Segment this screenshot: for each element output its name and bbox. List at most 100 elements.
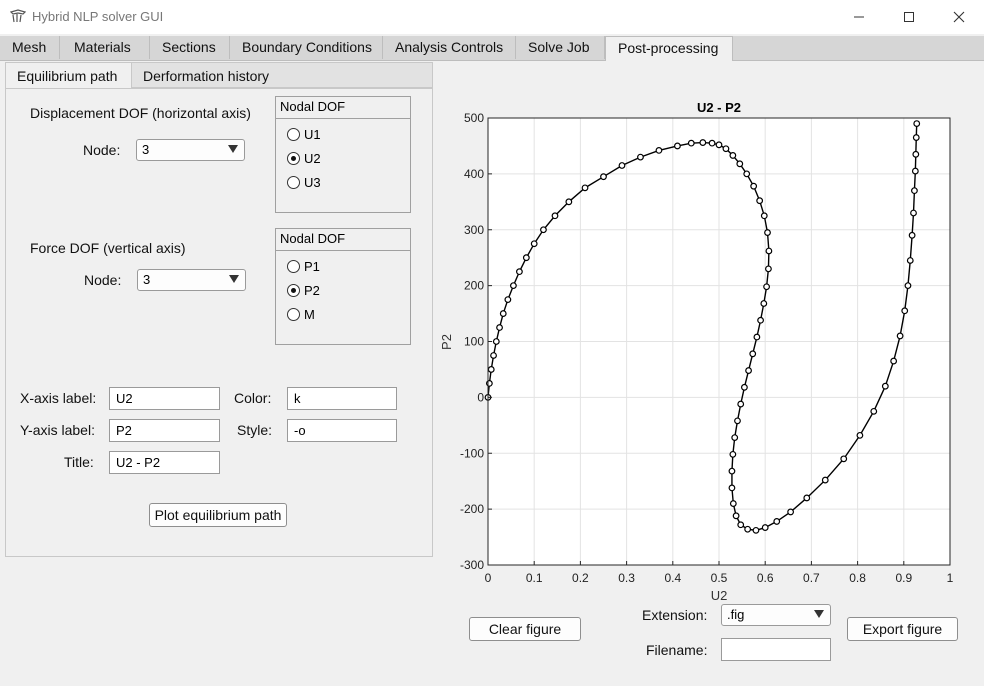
data-point — [728, 484, 736, 492]
data-point — [510, 282, 517, 290]
xaxis-input[interactable]: U2 — [109, 387, 220, 410]
y-tick-label: 100 — [464, 335, 484, 349]
style-input[interactable]: -o — [287, 419, 397, 442]
data-point — [765, 265, 772, 273]
tab-equilibrium-path[interactable]: Equilibrium path — [5, 62, 132, 89]
sub-tab-bar: Equilibrium path Derformation history — [5, 62, 433, 89]
radio-button[interactable] — [287, 283, 300, 297]
chevron-down-icon — [228, 145, 238, 153]
data-point — [737, 521, 745, 529]
y-tick-label: -300 — [460, 558, 484, 572]
data-point — [729, 450, 737, 458]
data-point — [715, 141, 723, 149]
y-tick-label: 200 — [464, 279, 484, 293]
close-button[interactable] — [936, 0, 982, 34]
radio-button[interactable] — [287, 307, 300, 321]
displacement-node-dropdown[interactable]: 3 — [136, 139, 245, 161]
y-tick-label: 0 — [477, 390, 484, 404]
data-point — [911, 187, 918, 195]
force-node-label: Node: — [84, 272, 122, 288]
data-point — [787, 508, 795, 516]
tab-post-processing[interactable]: Post-processing — [605, 36, 733, 61]
color-label: Color: — [234, 390, 272, 406]
data-point — [757, 316, 764, 324]
data-point — [901, 307, 909, 315]
x-tick-label: 0.2 — [572, 571, 589, 585]
data-point — [870, 407, 878, 415]
data-point — [504, 296, 512, 303]
maximize-button[interactable] — [886, 0, 932, 34]
data-point — [840, 455, 848, 463]
yaxis-input[interactable]: P2 — [109, 419, 220, 442]
data-point — [731, 434, 739, 442]
radio-label: U3 — [304, 174, 321, 190]
extension-dropdown[interactable]: .fig — [721, 604, 831, 626]
data-point — [687, 139, 695, 147]
data-point — [760, 300, 768, 307]
minimize-button[interactable] — [836, 0, 882, 34]
force-dof-group: Nodal DOF P1 P2 M — [275, 228, 411, 345]
data-point — [487, 366, 495, 373]
data-point — [744, 525, 752, 533]
data-point — [910, 209, 917, 217]
data-point — [490, 352, 497, 359]
tab-mesh[interactable]: Mesh — [0, 36, 60, 59]
data-point — [753, 333, 761, 341]
data-point — [912, 150, 920, 158]
radio-label: U2 — [304, 150, 321, 166]
radio-button[interactable] — [287, 175, 300, 189]
data-point — [551, 212, 559, 220]
data-point — [760, 212, 768, 220]
radio-button[interactable] — [287, 259, 300, 273]
export-figure-button[interactable]: Export figure — [847, 617, 958, 641]
maximize-icon — [904, 12, 914, 22]
data-point — [756, 197, 764, 205]
data-point — [737, 400, 745, 408]
main-tab-bar: Mesh Materials Sections Boundary Conditi… — [0, 36, 984, 61]
displacement-dof-group-title: Nodal DOF — [276, 97, 410, 119]
data-point — [722, 145, 730, 153]
tab-boundary-conditions[interactable]: Boundary Conditions — [230, 36, 383, 59]
data-point — [728, 467, 736, 475]
filename-input[interactable] — [721, 638, 831, 661]
radio-p2[interactable]: P2 — [287, 281, 320, 299]
x-tick-label: 0.1 — [526, 571, 543, 585]
radio-m[interactable]: M — [287, 305, 315, 323]
clear-figure-button[interactable]: Clear figure — [469, 617, 581, 641]
data-point — [655, 147, 663, 154]
data-point — [496, 324, 503, 331]
radio-p1[interactable]: P1 — [287, 257, 320, 275]
radio-u3[interactable]: U3 — [287, 173, 321, 191]
equilibrium-path-chart: 0 0.1 0.2 0.3 0.4 0.5 0.6 0.7 0.8 0.9 1 -300 -200 -10… — [439, 100, 954, 603]
data-point — [911, 167, 919, 175]
series — [484, 120, 921, 534]
color-input[interactable]: k — [287, 387, 397, 410]
tab-sections[interactable]: Sections — [150, 36, 230, 59]
radio-u1[interactable]: U1 — [287, 125, 321, 143]
radio-button[interactable] — [287, 151, 300, 165]
chart-title: U2 - P2 — [697, 100, 741, 115]
tab-materials[interactable]: Materials — [62, 36, 150, 59]
tab-analysis-controls[interactable]: Analysis Controls — [383, 36, 516, 59]
chevron-down-icon — [229, 275, 239, 283]
equilibrium-path-panel — [5, 88, 433, 557]
radio-button[interactable] — [287, 127, 300, 141]
tab-deformation-history[interactable]: Derformation history — [131, 62, 433, 88]
force-dof-group-title: Nodal DOF — [276, 229, 410, 251]
radio-u2[interactable]: U2 — [287, 149, 321, 167]
tab-solve-job[interactable]: Solve Job — [516, 36, 605, 59]
y-tick-label: 500 — [464, 111, 484, 125]
x-tick-label: 1 — [947, 571, 954, 585]
x-tick-label: 0.7 — [803, 571, 820, 585]
title-input[interactable]: U2 - P2 — [109, 451, 220, 474]
force-node-dropdown[interactable]: 3 — [137, 269, 246, 291]
data-point — [856, 431, 864, 439]
data-point — [906, 257, 914, 264]
data-point — [499, 310, 507, 317]
data-point — [708, 139, 716, 147]
data-point — [516, 268, 523, 276]
chevron-down-icon — [814, 610, 824, 618]
data-point — [908, 231, 916, 239]
x-tick-label: 0.9 — [895, 571, 912, 585]
plot-equilibrium-path-button[interactable]: Plot equilibrium path — [149, 503, 287, 527]
